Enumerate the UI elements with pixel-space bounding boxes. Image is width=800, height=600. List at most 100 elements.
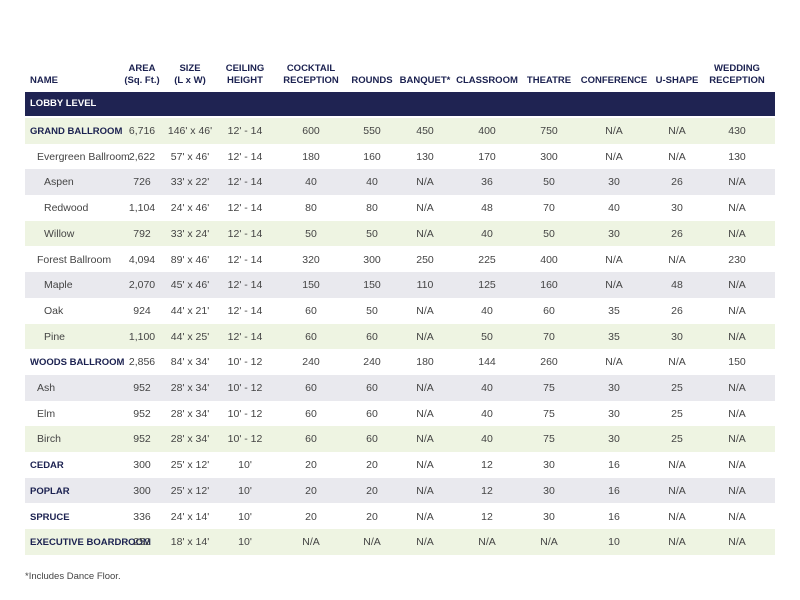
table-cell: 50 [366,227,378,240]
table-cell: 1,100 [128,330,156,343]
table-cell: N/A [668,510,686,523]
table-cell: 30 [608,227,620,240]
table-cell: 12' - 14 [227,202,263,215]
table-cell: N/A [668,536,686,549]
table-cell: 12 [481,510,493,523]
table-cell: 25' x 12' [170,484,210,497]
room-name: EXECUTIVE BOARDROOM [30,537,151,549]
table-cell: 50 [543,176,555,189]
table-cell: 150 [728,356,746,369]
table-cell: 952 [133,433,151,446]
table-cell: N/A [728,304,746,317]
table-cell: 450 [416,125,434,137]
table-row: Evergreen Ballroom 2,622 57' x 46' 12' - 14… [25,143,775,170]
table-cell: 75 [543,407,555,420]
table-row: Maple 2,070 45' x 46' 12' - 14 150 150 110 125 1… [25,272,775,298]
table-cell: N/A [728,510,746,523]
table-cell: N/A [668,484,686,497]
table-cell: 952 [133,382,151,394]
table-cell: N/A [668,253,686,266]
table-cell: 44' x 25' [170,330,210,343]
table-cell: 12' - 14 [227,150,263,163]
table-cell: N/A [416,304,434,317]
table-cell: 57' x 46' [170,150,210,163]
table-cell: 25 [671,382,683,394]
table-cell: 50 [543,227,555,240]
table-cell: 50 [481,330,493,343]
table-cell: 33' x 22' [170,176,210,189]
table-row: CEDAR 300 25' x 12' 10' 20 20 N/A 12 30 16 N/A N/A [25,452,775,478]
table-cell: 12' - 14 [227,279,263,292]
table-cell: 320 [302,253,320,266]
table-cell: 40 [481,433,493,446]
table-cell: 10' - 12 [227,433,263,446]
table-cell: 430 [728,125,746,137]
table-cell: N/A [605,125,623,137]
table-cell: 70 [543,330,555,343]
table-cell: 45' x 46' [170,279,210,292]
room-name: Elm [37,407,56,420]
table-cell: N/A [605,279,623,292]
table-cell: 10' - 12 [227,382,263,394]
table-cell: 60 [305,407,317,420]
table-cell: 250 [416,253,434,266]
table-cell: 10' - 12 [227,356,263,369]
room-name: Redwood [44,202,89,215]
table-cell: 550 [363,125,381,137]
table-cell: N/A [728,536,746,549]
table-cell: 28' x 34' [170,407,210,420]
table-cell: 4,094 [128,253,156,266]
table-cell: N/A [728,407,746,420]
table-cell: 60 [366,330,378,343]
table-cell: 20 [366,510,378,523]
table-cell: 336 [133,510,151,523]
table-cell: 48 [671,279,683,292]
column-header: CLASSROOM [456,75,518,87]
table-cell: 30 [543,484,555,497]
table-cell: 924 [133,304,151,317]
table-cell: 20 [305,510,317,523]
table-cell: 25 [671,407,683,420]
table-cell: 60 [366,433,378,446]
table-cell: 16 [608,484,620,497]
column-header: THEATRE [527,75,571,87]
room-name: WOODS BALLROOM [30,357,125,369]
column-header: NAME [30,75,58,87]
table-cell: 40 [481,227,493,240]
table-cell: 20 [305,484,317,497]
header-line: NAME [30,75,58,86]
table-cell: N/A [668,356,686,369]
table-cell: 40 [481,304,493,317]
table-cell: 180 [416,356,434,369]
room-name: CEDAR [30,460,64,472]
table-cell: 144 [478,356,496,369]
room-name: Ash [37,382,56,394]
table-cell: 18' x 14' [170,536,210,549]
table-row: Ash 952 28' x 34' 10' - 12 60 60 N/A 40 75 30 25 N/… [25,375,775,401]
table-cell: 240 [302,356,320,369]
table-cell: 2,070 [128,279,156,292]
column-header: SIZE (L x W) [174,63,206,87]
room-name: Maple [44,279,73,292]
table-cell: 25' x 12' [170,459,210,472]
room-name: POPLAR [30,485,70,497]
room-name: Willow [44,227,75,240]
table-cell: N/A [728,382,746,394]
room-name: GRAND BALLROOM [30,126,123,137]
table-cell: 33' x 24' [170,227,210,240]
table-cell: 10' [238,536,252,549]
table-cell: 150 [363,279,381,292]
table-cell: N/A [668,150,686,163]
table-cell: 60 [305,382,317,394]
header-line: BANQUET* [399,75,451,86]
table-cell: 400 [540,253,558,266]
table-cell: 50 [305,227,317,240]
table-cell: 12' - 14 [227,227,263,240]
table-cell: N/A [728,202,746,215]
header-line: WEDDING [714,63,760,74]
header-line: (Sq. Ft.) [124,75,160,86]
table-cell: 44' x 21' [170,304,210,317]
table-cell: N/A [728,227,746,240]
table-cell: N/A [728,330,746,343]
table-cell: N/A [540,536,558,549]
